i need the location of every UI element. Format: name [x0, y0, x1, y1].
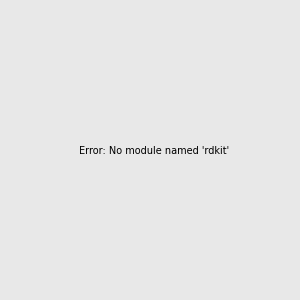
Text: Error: No module named 'rdkit': Error: No module named 'rdkit' [79, 146, 229, 157]
